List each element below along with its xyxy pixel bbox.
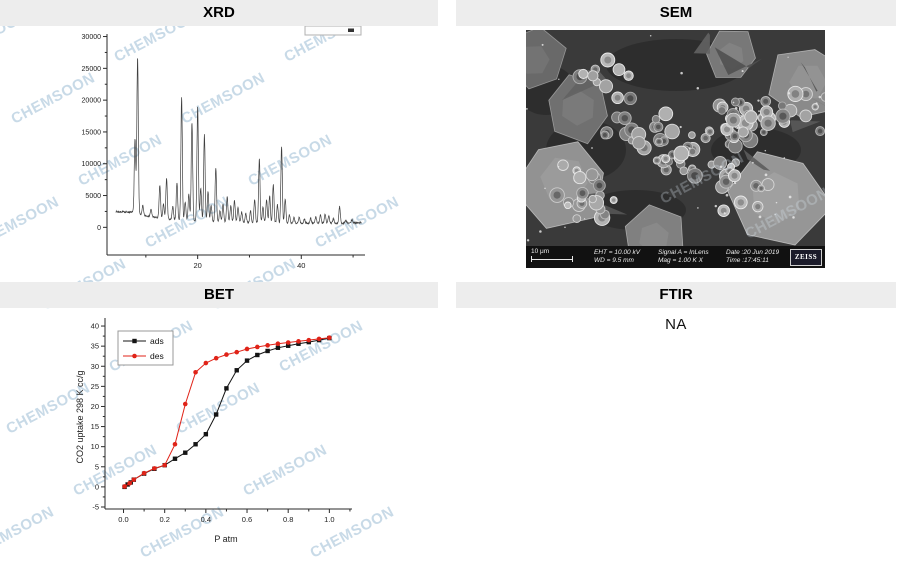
svg-text:35: 35 bbox=[91, 342, 99, 351]
svg-text:25: 25 bbox=[91, 382, 99, 391]
svg-text:0.0: 0.0 bbox=[118, 515, 128, 524]
bet-chart: -5 0 5 10 15 20 25 30 35 40 0.0 0.2 0.4 0.6 0.8 1.0 P at… bbox=[75, 318, 352, 544]
sem-scale-bar: 10 μm bbox=[531, 248, 577, 262]
sem-datetime-info: Date :20 Jun 2019 Time :17:45:11 bbox=[726, 249, 779, 265]
zeiss-logo: ZEISS bbox=[790, 249, 822, 266]
xrd-axes bbox=[103, 34, 365, 259]
svg-text:30000: 30000 bbox=[82, 34, 102, 41]
sem-panel-header: SEM bbox=[456, 0, 896, 26]
sem-time: Time :17:45:11 bbox=[726, 257, 769, 264]
ftir-panel-header: FTIR bbox=[456, 282, 896, 308]
svg-text:10: 10 bbox=[91, 442, 99, 451]
bet-legend-label-des: des bbox=[150, 351, 164, 361]
bet-panel-header: BET bbox=[0, 282, 438, 308]
svg-text:15000: 15000 bbox=[82, 129, 102, 136]
svg-text:25000: 25000 bbox=[82, 66, 102, 73]
svg-text:-5: -5 bbox=[92, 502, 99, 511]
svg-text:0: 0 bbox=[97, 225, 101, 232]
bet-y-axis-label: CO2 uptake 298 K cc/g bbox=[75, 370, 85, 463]
ftir-body-text: NA bbox=[665, 316, 687, 333]
watermark-text: CHEMSOON bbox=[0, 503, 57, 562]
svg-text:20000: 20000 bbox=[82, 98, 102, 105]
sem-signal-info: Signal A = InLens Mag = 1.00 K X bbox=[658, 249, 709, 265]
sem-beam-info: EHT = 10.00 kV WD = 9.5 mm bbox=[594, 249, 640, 265]
svg-text:0.4: 0.4 bbox=[201, 515, 211, 524]
xrd-legend-box bbox=[304, 26, 362, 36]
ftir-title: FTIR bbox=[659, 286, 693, 303]
xrd-trace bbox=[115, 58, 362, 226]
sem-signal: Signal A = InLens bbox=[658, 249, 709, 256]
sem-mag: Mag = 1.00 K X bbox=[658, 257, 703, 264]
bet-title: BET bbox=[204, 286, 234, 303]
sem-date: Date :20 Jun 2019 bbox=[726, 249, 780, 256]
xrd-title: XRD bbox=[203, 4, 235, 21]
sem-eht: EHT = 10.00 kV bbox=[594, 249, 641, 256]
svg-text:15: 15 bbox=[91, 422, 99, 431]
xrd-chart: 0 5000 10000 15000 20000 25000 30000 20 40 bbox=[82, 26, 365, 270]
sem-micrograph: CHEMSOON CHEMSOON 10 μm EHT = 10.00 kV W… bbox=[526, 30, 825, 268]
svg-text:40: 40 bbox=[297, 261, 305, 270]
svg-text:0.2: 0.2 bbox=[159, 515, 169, 524]
sem-info-bar: 10 μm EHT = 10.00 kV WD = 9.5 mm Signal … bbox=[526, 246, 825, 268]
svg-text:20: 20 bbox=[91, 402, 99, 411]
xrd-panel-header: XRD bbox=[0, 0, 438, 26]
svg-text:30: 30 bbox=[91, 362, 99, 371]
svg-text:40: 40 bbox=[91, 322, 99, 331]
bet-legend-label-ads: ads bbox=[150, 336, 164, 346]
watermark-text: CHEMSOON bbox=[0, 193, 62, 252]
svg-text:0.8: 0.8 bbox=[283, 515, 293, 524]
bet-legend: ads des bbox=[117, 330, 174, 366]
sem-wd: WD = 9.5 mm bbox=[594, 257, 634, 264]
svg-text:0.6: 0.6 bbox=[242, 515, 252, 524]
bet-x-axis-label: P atm bbox=[214, 534, 237, 544]
svg-text:5000: 5000 bbox=[85, 193, 101, 200]
svg-text:1.0: 1.0 bbox=[324, 515, 334, 524]
bet-axes bbox=[101, 318, 352, 513]
scale-bar-icon bbox=[531, 256, 573, 262]
svg-text:20: 20 bbox=[193, 261, 201, 270]
sem-title: SEM bbox=[659, 4, 693, 21]
svg-text:0: 0 bbox=[95, 482, 99, 491]
svg-text:10000: 10000 bbox=[82, 161, 102, 168]
bet-series-des bbox=[122, 335, 332, 489]
sem-scale-label: 10 μm bbox=[531, 248, 550, 255]
sem-particles-image bbox=[526, 30, 825, 268]
svg-text:5: 5 bbox=[95, 462, 99, 471]
